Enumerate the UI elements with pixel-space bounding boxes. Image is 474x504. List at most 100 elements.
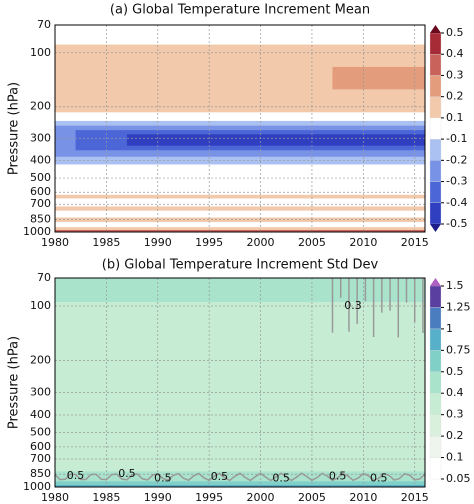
contour-fill xyxy=(55,194,425,199)
y-tick-label: 200 xyxy=(30,100,51,113)
colorbar-tick-label: -0.5 xyxy=(446,217,467,230)
y-tick-label: 700 xyxy=(30,197,51,210)
x-tick-label: 1985 xyxy=(92,236,120,249)
colorbar-segment xyxy=(429,457,442,480)
y-tick-label: 400 xyxy=(30,408,51,421)
y-axis-label: Pressure (hPa) xyxy=(7,82,22,175)
contour-fill xyxy=(55,227,425,232)
colorbar-segment xyxy=(429,96,442,119)
colorbar-segment xyxy=(429,307,442,330)
colorbar-tick-label: 0.2 xyxy=(446,429,464,442)
contour-label: 0.5 xyxy=(154,472,172,485)
y-tick-label: 850 xyxy=(30,212,51,225)
panel-title: (b) Global Temperature Increment Std Dev xyxy=(102,258,379,273)
y-tick-label: 400 xyxy=(30,154,51,167)
y-tick-label: 100 xyxy=(30,299,51,312)
colorbar-tick-label: -0.3 xyxy=(446,175,467,188)
y-tick-label: 300 xyxy=(30,131,51,144)
colorbar-tick-label: 0.3 xyxy=(446,408,464,421)
colorbar-segment xyxy=(429,414,442,437)
x-tick-label: 2010 xyxy=(349,236,377,249)
x-tick-label: 2015 xyxy=(401,491,429,504)
contour-label: 0.5 xyxy=(329,470,347,483)
y-tick-label: 700 xyxy=(30,452,51,465)
contour-label: 0.5 xyxy=(272,472,290,485)
panel: (b) Global Temperature Increment Std Dev… xyxy=(7,258,471,504)
y-tick-label: 600 xyxy=(30,185,51,198)
x-tick-label: 1990 xyxy=(144,491,172,504)
x-tick-label: 2015 xyxy=(401,236,429,249)
colorbar-extend xyxy=(430,224,441,232)
colorbar-extend xyxy=(430,25,441,33)
y-tick-label: 850 xyxy=(30,467,51,480)
colorbar-tick-label: -0.2 xyxy=(446,153,467,166)
y-tick-label: 300 xyxy=(30,385,51,398)
x-tick-label: 2005 xyxy=(298,491,326,504)
y-tick-label: 70 xyxy=(37,18,51,31)
contour-fill xyxy=(55,217,425,223)
y-tick-label: 1000 xyxy=(23,480,51,493)
colorbar-segment xyxy=(429,350,442,372)
x-tick-label: 1980 xyxy=(41,236,69,249)
colorbar-segment xyxy=(429,181,442,203)
colorbar-tick-label: 0.75 xyxy=(446,343,471,356)
contour-fill xyxy=(55,206,425,211)
contour-label: 0.5 xyxy=(67,469,85,482)
x-tick-label: 1990 xyxy=(144,236,172,249)
y-tick-label: 500 xyxy=(30,426,51,439)
colorbar-segment xyxy=(429,160,442,182)
colorbar-tick-label: 0.5 xyxy=(446,26,464,39)
y-tick-label: 600 xyxy=(30,440,51,453)
x-tick-label: 1995 xyxy=(195,491,223,504)
colorbar-tick-label: 0.4 xyxy=(446,47,464,60)
contour-label: 0.5 xyxy=(211,470,229,483)
colorbar-segment xyxy=(429,328,442,351)
colorbar-tick-label: 0.5 xyxy=(446,365,464,378)
colorbar-extend xyxy=(430,278,441,286)
x-tick-label: 1985 xyxy=(92,491,120,504)
y-tick-label: 70 xyxy=(37,271,51,284)
contour-fill xyxy=(55,485,425,487)
colorbar-segment xyxy=(429,371,442,394)
x-tick-label: 1980 xyxy=(41,491,69,504)
colorbar-segment xyxy=(429,117,442,140)
colorbar-tick-label: 0.2 xyxy=(446,90,464,103)
colorbar-segment xyxy=(429,75,442,97)
colorbar-segment xyxy=(429,202,442,225)
x-tick-label: 2010 xyxy=(349,491,377,504)
colorbar-tick-label: 0.1 xyxy=(446,111,464,124)
colorbar-tick-label: -0.4 xyxy=(446,196,467,209)
plot-frame xyxy=(54,24,426,233)
x-tick-label: 2005 xyxy=(298,236,326,249)
colorbar-segment xyxy=(429,54,442,76)
colorbar-tick-label: 1.5 xyxy=(446,279,464,292)
panel-title: (a) Global Temperature Increment Mean xyxy=(110,3,370,18)
x-tick-label: 2000 xyxy=(247,491,275,504)
colorbar-tick-label: -0.1 xyxy=(446,132,467,145)
y-tick-label: 500 xyxy=(30,171,51,184)
y-tick-label: 1000 xyxy=(23,225,51,238)
colorbar-segment xyxy=(429,435,442,458)
contour-fill xyxy=(55,230,425,232)
colorbar-tick-label: 1.25 xyxy=(446,300,471,313)
colorbar-tick-label: 0.1 xyxy=(446,451,464,464)
colorbar-segment xyxy=(429,393,442,415)
contour-label: 0.5 xyxy=(118,467,136,480)
colorbar-tick-label: 0.3 xyxy=(446,68,464,81)
contour-label: 0.3 xyxy=(344,299,362,312)
contour-fill xyxy=(332,66,425,90)
y-tick-label: 100 xyxy=(30,46,51,59)
x-tick-label: 1995 xyxy=(195,236,223,249)
x-tick-label: 2000 xyxy=(247,236,275,249)
colorbar-segment xyxy=(429,138,442,161)
colorbar-tick-label: 0.4 xyxy=(446,386,464,399)
colorbar-segment xyxy=(429,285,442,308)
contour-fill xyxy=(55,481,425,487)
colorbar-segment xyxy=(429,32,442,55)
colorbar-tick-label: 1 xyxy=(446,322,453,335)
plot-frame xyxy=(54,277,426,488)
contour-fill xyxy=(55,278,425,303)
contour-fill xyxy=(55,278,425,487)
colorbar-tick-label: 0.05 xyxy=(446,472,471,485)
